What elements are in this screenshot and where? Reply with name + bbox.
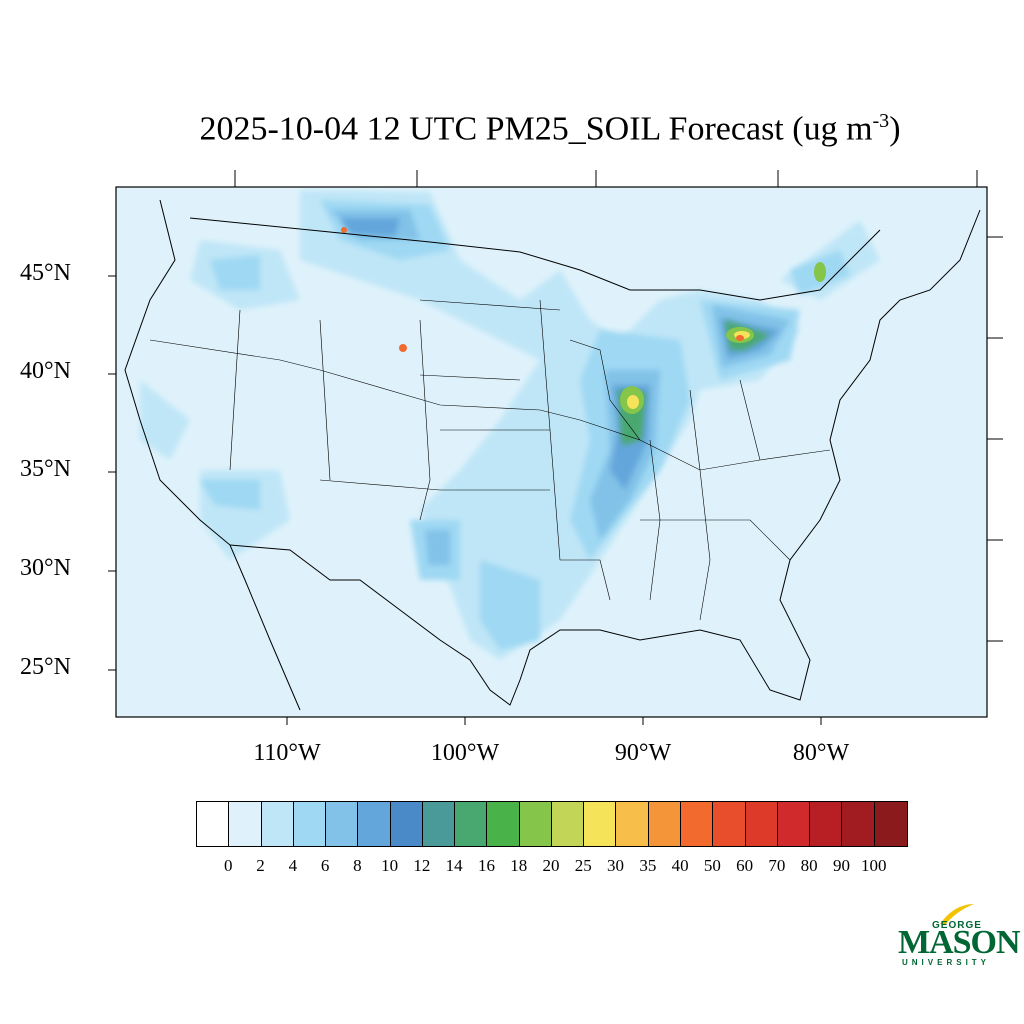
colorbar-label: 14 [445, 856, 463, 875]
colorbar-box [261, 802, 294, 846]
logo-mason-text: MASON [898, 924, 1021, 961]
colorbar-box [229, 802, 262, 846]
colorbar [196, 801, 908, 847]
colorbar-box [745, 802, 778, 846]
colorbar-label: 6 [320, 856, 330, 875]
colorbar-box [551, 802, 585, 846]
colorbar-box [390, 802, 423, 846]
colorbar-label: 20 [542, 856, 560, 875]
colorbar-label: 30 [607, 856, 625, 875]
colorbar-label: 4 [288, 856, 298, 875]
colorbar-label: 60 [736, 856, 754, 875]
colorbar-box [713, 802, 746, 846]
lon-label-90w: 90°W [614, 740, 672, 766]
colorbar-box [648, 802, 681, 846]
colorbar-box [519, 802, 552, 846]
colorbar-label: 50 [703, 856, 721, 875]
colorbar-label: 35 [639, 856, 657, 875]
colorbar-label: 10 [381, 856, 399, 875]
colorbar-box [455, 802, 488, 846]
lat-label-45n: 45°N [20, 260, 71, 286]
colorbar-label: 0 [224, 856, 233, 875]
lon-label-110w: 110°W [253, 740, 321, 766]
colorbar-label: 18 [510, 856, 528, 875]
lat-label-30n: 30°N [20, 555, 71, 581]
lat-label-35n: 35°N [20, 456, 71, 482]
colorbar-label: 2 [256, 856, 265, 875]
colorbar-box [777, 802, 811, 846]
lat-label-40n: 40°N [20, 358, 71, 384]
colorbar-box [616, 802, 649, 846]
colorbar-box [810, 802, 843, 846]
concentration-field [116, 187, 987, 717]
colorbar-box [584, 802, 617, 846]
logo-george-text: GEORGE [932, 920, 982, 931]
lon-label-80w: 80°W [792, 740, 850, 766]
colorbar-label: 12 [413, 856, 431, 875]
colorbar-label: 25 [574, 856, 592, 875]
colorbar-label: 16 [477, 856, 495, 875]
colorbar-label: 8 [353, 856, 362, 875]
colorbar-box [293, 802, 327, 846]
colorbar-label: 40 [671, 856, 689, 875]
map-frame [115, 186, 988, 718]
gmu-logo: GEORGE MASON UNIVERSITY [898, 902, 1021, 972]
lat-label-25n: 25°N [20, 654, 71, 680]
colorbar-box [874, 802, 907, 846]
colorbar-label: 90 [832, 856, 850, 875]
colorbar-label: 70 [768, 856, 786, 875]
map-title: 2025-10-04 12 UTC PM25_SOIL Forecast (ug… [199, 110, 901, 148]
colorbar-label: 100 [860, 856, 887, 875]
lon-label-100w: 100°W [430, 740, 500, 766]
colorbar-label: 80 [800, 856, 818, 875]
colorbar-box [842, 802, 875, 846]
colorbar-box [358, 802, 391, 846]
colorbar-box [487, 802, 520, 846]
colorbar-box [680, 802, 714, 846]
logo-leaf-icon [940, 904, 974, 924]
colorbar-box [422, 802, 456, 846]
colorbar-box [326, 802, 359, 846]
colorbar-box [197, 802, 230, 846]
logo-university-text: UNIVERSITY [902, 958, 991, 967]
